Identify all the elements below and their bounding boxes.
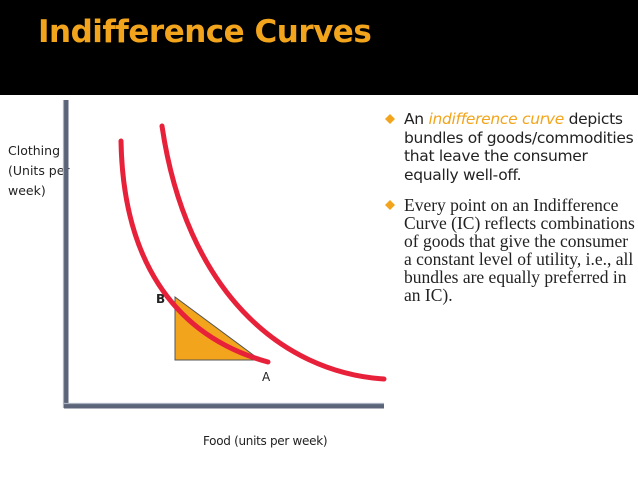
indifference-curve-lower — [118, 138, 271, 365]
bullet-list: An indifference curve depicts bundles of… — [384, 110, 636, 304]
trade-off-triangle — [174, 296, 262, 361]
bullet-text-pre: An — [404, 110, 429, 128]
x-axis-label: Food (units per week) — [203, 434, 328, 448]
y-axis-label: Clothing (Units per week) — [8, 143, 70, 198]
bullet-text-post: depicts bundles of goods/commodities tha… — [404, 110, 634, 184]
axes — [62, 100, 384, 409]
bullet-item-utility: Every point on an Indifference Curve (IC… — [384, 196, 636, 304]
indifference-curve-upper — [159, 123, 387, 382]
bullet-text: Every point on an Indifference Curve (IC… — [404, 195, 635, 305]
point-a-label: A — [262, 370, 271, 384]
point-b-label: B — [156, 292, 166, 306]
bullet-item-definition: An indifference curve depicts bundles of… — [384, 110, 636, 184]
indifference-curve-term: indifference curve — [428, 110, 564, 128]
title-bar: Indifference Curves — [0, 0, 638, 95]
diamond-bullet-icon — [385, 114, 395, 124]
diamond-bullet-icon — [385, 200, 395, 210]
slide-title: Indifference Curves — [38, 14, 372, 50]
